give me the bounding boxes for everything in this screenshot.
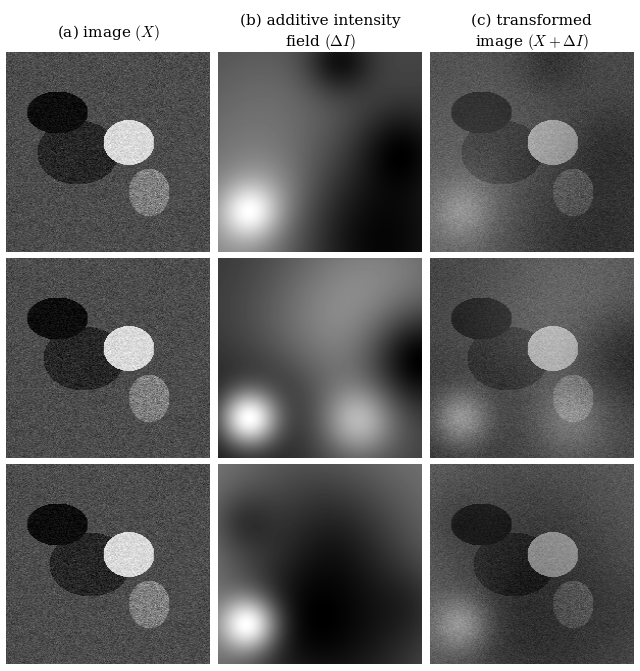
Text: (b) additive intensity
field $(\Delta I)$: (b) additive intensity field $(\Delta I)…: [240, 14, 400, 52]
Text: (c) transformed
image $(X + \Delta I)$: (c) transformed image $(X + \Delta I)$: [472, 14, 592, 52]
Text: (a) image $(X)$: (a) image $(X)$: [57, 23, 160, 43]
